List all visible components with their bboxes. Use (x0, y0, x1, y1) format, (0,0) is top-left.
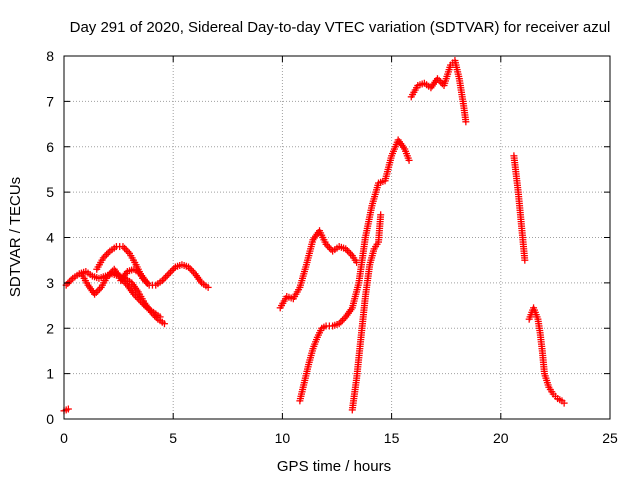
data-point-seg-early (64, 405, 72, 413)
chart-title: Day 291 of 2020, Sidereal Day-to-day VTE… (70, 19, 611, 36)
y-tick-label: 5 (46, 184, 54, 200)
grid (64, 56, 610, 419)
x-tick-label: 15 (384, 430, 400, 446)
data-point-seg-morning-c (165, 270, 173, 278)
x-tick-label: 25 (602, 430, 618, 446)
data-point-seg-morning-c (160, 275, 168, 283)
data-point-seg-morning-a (160, 320, 168, 328)
data-point-seg-afternoon (462, 118, 470, 126)
data-point-seg-morning-d (143, 279, 151, 287)
data-point-seg-evening-b (560, 399, 568, 407)
data-point-seg-morning-a (64, 279, 72, 287)
y-tick-label: 0 (46, 411, 54, 427)
data-point-seg-morning-a (65, 278, 73, 286)
data-point-seg-morning-c (119, 243, 127, 251)
data-point-seg-morning-c (168, 266, 176, 274)
data-point-seg-morning-c (103, 251, 111, 259)
y-tick-label: 1 (46, 366, 54, 382)
data-point-seg-morning-c (121, 244, 129, 252)
x-tick-label: 0 (60, 430, 68, 446)
y-tick-label: 8 (46, 48, 54, 64)
data-point-seg-morning-b (94, 287, 102, 295)
data-point-seg-morning-b (156, 313, 164, 321)
y-tick-label: 4 (46, 230, 54, 246)
data-point-seg-morning-c (163, 272, 171, 280)
data-point-seg-morning-c (204, 283, 212, 291)
y-axis-title: SDTVAR / TECUs (7, 177, 24, 297)
data-point-seg-midday-a (345, 248, 353, 256)
y-tick-label: 2 (46, 320, 54, 336)
x-tick-label: 10 (275, 430, 291, 446)
x-axis-title: GPS time / hours (277, 458, 391, 475)
data-marks (60, 57, 568, 415)
data-point-seg-morning-c (188, 266, 196, 274)
data-point-seg-morning-c (104, 249, 112, 257)
data-point-seg-midday-c (377, 211, 385, 219)
data-point-seg-evening-a (521, 256, 529, 264)
y-tick-label: 3 (46, 275, 54, 291)
y-tick-label: 7 (46, 93, 54, 109)
data-point-seg-midday-b (405, 156, 413, 164)
data-point-seg-morning-c (162, 273, 170, 281)
x-tick-label: 5 (169, 430, 177, 446)
axis-ticks: 0 5 10 15 20 25 0 1 2 3 4 5 6 7 8 (46, 48, 618, 446)
y-tick-label: 6 (46, 139, 54, 155)
data-point-seg-morning-c (122, 246, 130, 254)
data-point-seg-afternoon (437, 78, 445, 86)
x-tick-label: 20 (493, 430, 509, 446)
data-point-seg-midday-b (338, 316, 346, 324)
